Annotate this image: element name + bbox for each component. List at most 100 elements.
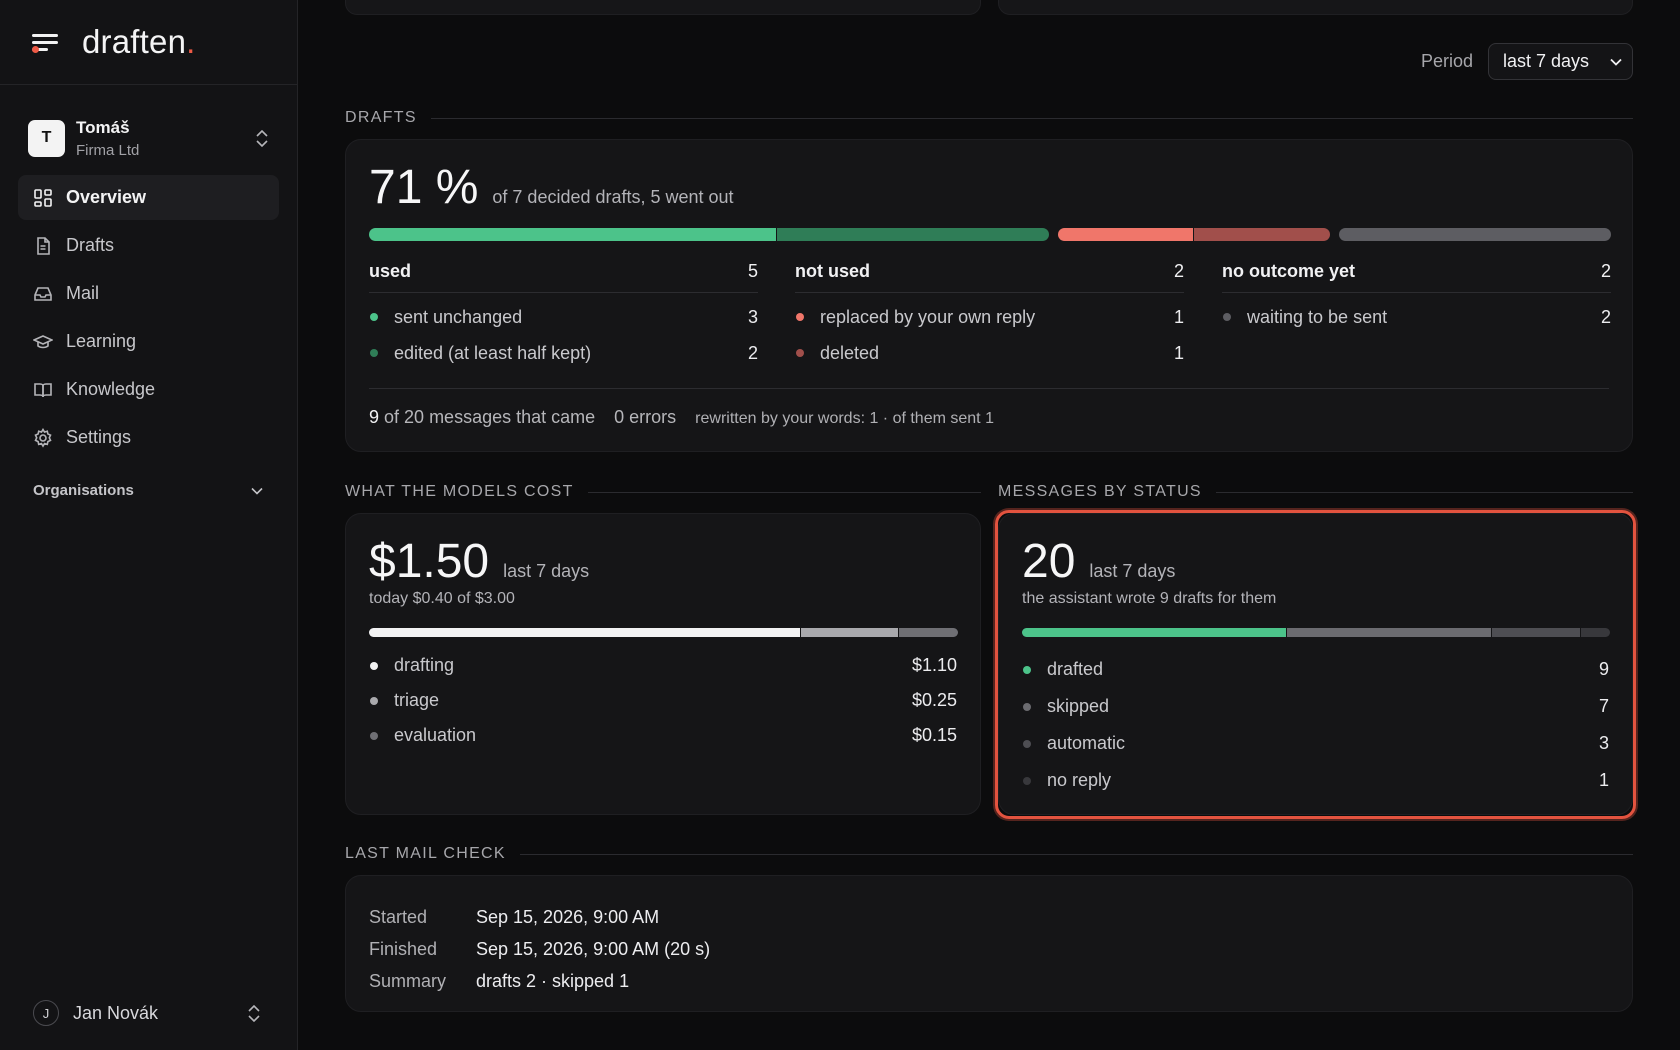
drafts-footer: 9 of 20 messages that came 0 errors rewr…: [369, 388, 1609, 428]
list-item: sent unchanged 3: [369, 299, 758, 335]
drafts-percent: 71 %: [369, 161, 479, 214]
graduation-cap-icon: [33, 332, 53, 352]
period-value: last 7 days: [1503, 51, 1590, 71]
main-content: Period last 7 days DRAFTS 71 % of 7 deci…: [345, 0, 1636, 1050]
menu-icon[interactable]: [32, 31, 58, 53]
status-dot: [1023, 702, 1031, 711]
list-item: evaluation $0.15: [369, 718, 957, 753]
status-dot: [1023, 776, 1031, 785]
mail-check-row: Summary drafts 2 · skipped 1: [369, 970, 630, 991]
no-outcome-column: no outcome yet 2 waiting to be sent 2: [1222, 261, 1611, 335]
nav-item-label: Overview: [66, 187, 147, 207]
organisations-toggle[interactable]: Organisations: [33, 482, 263, 499]
last-mail-check-card: Started Sep 15, 2026, 9:00 AM Finished Sep…: [345, 875, 1633, 1012]
bar-segment: [1580, 628, 1610, 637]
not-used-count: 2: [1173, 261, 1184, 281]
list-item: replaced by your own reply 1: [795, 299, 1184, 335]
errors-text: 0 errors: [614, 407, 677, 427]
not-used-bar: [1058, 228, 1330, 241]
nav-item-label: Mail: [66, 283, 100, 303]
status-bar: [1022, 628, 1610, 637]
nav-item-overview[interactable]: Overview: [18, 175, 279, 220]
costs-card: $1.50 last 7 days today $0.40 of $3.00 d…: [345, 513, 981, 815]
bar-segment: [1286, 628, 1492, 637]
status-period: last 7 days: [1089, 561, 1176, 581]
status-dot: [370, 661, 378, 670]
cost-bar: [369, 628, 958, 637]
period-select[interactable]: last 7 days: [1488, 43, 1633, 80]
period-filter: Period last 7 days: [1421, 43, 1633, 80]
status-dot: [370, 313, 378, 321]
drafts-card: 71 % of 7 decided drafts, 5 went out use…: [345, 139, 1633, 452]
status-dot: [796, 349, 804, 357]
chevrons-up-down-icon: [255, 129, 269, 147]
not-used-label: not used: [795, 261, 870, 281]
used-bar: [369, 228, 1049, 241]
sidebar: draften. T Tomáš Firma Ltd Overview Draf…: [0, 0, 298, 1050]
drafts-subtitle: of 7 decided drafts, 5 went out: [492, 187, 734, 207]
nav-item-settings[interactable]: Settings: [18, 415, 279, 460]
bar-segment-replaced: [1058, 228, 1193, 241]
no-outcome-count: 2: [1600, 261, 1611, 281]
nav-item-drafts[interactable]: Drafts: [18, 223, 279, 268]
previous-card-edge: [345, 0, 981, 15]
app-logo[interactable]: draften.: [82, 23, 196, 60]
bar-segment: [369, 628, 800, 637]
status-card: 20 last 7 days the assistant wrote 9 dra…: [998, 513, 1633, 815]
nav-item-label: Settings: [66, 427, 132, 447]
list-item: triage $0.25: [369, 683, 957, 718]
dashboard-grid-icon: [33, 188, 53, 208]
nav-item-label: Knowledge: [66, 379, 156, 399]
logo-row: draften.: [0, 0, 297, 85]
no-outcome-bar: [1339, 228, 1611, 241]
last-mail-check-section-title: LAST MAIL CHECK: [345, 845, 1633, 863]
list-item: deleted 1: [795, 335, 1184, 371]
list-item: drafting $1.10: [369, 648, 957, 683]
status-dot: [796, 313, 804, 321]
workspace-avatar: T: [28, 119, 65, 157]
cost-today: today $0.40 of $3.00: [369, 590, 515, 607]
bar-segment-edited: [777, 228, 1049, 241]
status-section-title: MESSAGES BY STATUS: [998, 483, 1633, 501]
workspace-switcher[interactable]: T Tomáš Firma Ltd: [28, 115, 279, 161]
used-column: used 5 sent unchanged 3 edited (at least …: [369, 261, 758, 371]
status-dot: [370, 696, 378, 705]
used-count: 5: [747, 261, 758, 281]
cost-total: $1.50: [369, 535, 490, 588]
status-total: 20: [1022, 535, 1076, 588]
bar-segment-sent-unchanged: [369, 228, 776, 241]
avatar: J: [33, 1000, 59, 1026]
not-used-column: not used 2 replaced by your own reply 1 d…: [795, 261, 1184, 371]
status-dot: [370, 349, 378, 357]
messages-text: of 20 messages that came: [384, 407, 596, 427]
chevron-down-icon: [251, 487, 263, 495]
document-icon: [33, 236, 53, 256]
workspace-name: Tomáš: [76, 117, 130, 137]
bar-segment: [1022, 628, 1286, 637]
nav-item-mail[interactable]: Mail: [18, 271, 279, 316]
list-item: automatic 3: [1022, 725, 1609, 762]
chevrons-up-down-icon: [247, 1004, 261, 1022]
cost-period: last 7 days: [503, 561, 590, 581]
inbox-icon: [33, 284, 53, 304]
nav-item-label: Learning: [66, 331, 137, 351]
status-list: drafted 9 skipped 7 automatic 3 no reply…: [1022, 651, 1609, 799]
workspace-org: Firma Ltd: [76, 141, 140, 159]
used-label: used: [369, 261, 412, 281]
nav-item-learning[interactable]: Learning: [18, 319, 279, 364]
status-dot: [1023, 665, 1031, 674]
nav-item-knowledge[interactable]: Knowledge: [18, 367, 279, 412]
mail-check-row: Finished Sep 15, 2026, 9:00 AM (20 s): [369, 938, 711, 959]
list-item: edited (at least half kept) 2: [369, 335, 758, 371]
list-item: drafted 9: [1022, 651, 1609, 688]
status-subtitle: the assistant wrote 9 drafts for them: [1022, 590, 1277, 607]
previous-card-edge: [998, 0, 1633, 15]
mail-check-row: Started Sep 15, 2026, 9:00 AM: [369, 906, 660, 927]
period-label: Period: [1420, 51, 1473, 71]
bar-segment: [1492, 628, 1580, 637]
no-outcome-label: no outcome yet: [1222, 261, 1356, 281]
list-item: waiting to be sent 2: [1222, 299, 1611, 335]
user-menu[interactable]: J Jan Novák: [33, 1000, 261, 1026]
bar-segment: [800, 628, 899, 637]
status-dot: [1223, 313, 1231, 321]
